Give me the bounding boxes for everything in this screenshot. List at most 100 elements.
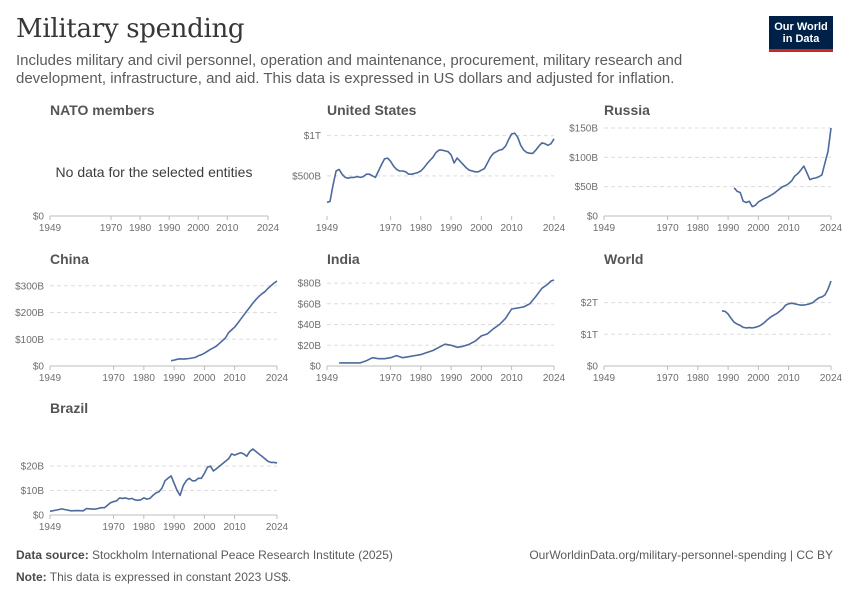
x-tick-label: 2024 <box>543 373 566 384</box>
x-tick-label: 1949 <box>593 223 616 234</box>
x-tick-label: 2010 <box>224 373 247 384</box>
x-tick-label: 2000 <box>747 373 770 384</box>
x-tick-label: 1949 <box>39 522 62 533</box>
data-source-text[interactable]: Stockholm International Peace Research I… <box>92 548 393 562</box>
x-tick-label: 1990 <box>440 373 463 384</box>
no-data-message: No data for the selected entities <box>56 164 253 180</box>
x-tick-label: 1970 <box>656 373 679 384</box>
source-url[interactable]: OurWorldinData.org/military-personnel-sp… <box>529 548 833 562</box>
x-tick-label: 2010 <box>224 522 247 533</box>
x-tick-label: 2010 <box>501 373 524 384</box>
x-tick-label: 1990 <box>163 522 186 533</box>
x-tick-label: 2000 <box>187 223 210 234</box>
chart-panel: World $0 $1T $2T 1949 1970 1980 1990 2000 2010 202… <box>581 251 843 384</box>
note: Note: This data is expressed in constant… <box>16 570 291 584</box>
x-tick-label: 1970 <box>100 223 123 234</box>
x-tick-label: 1990 <box>717 373 740 384</box>
y-tick-label: $300B <box>15 281 44 292</box>
x-tick-label: 2000 <box>470 373 493 384</box>
panel-title: World <box>604 251 643 267</box>
x-tick-label: 2010 <box>501 223 524 234</box>
x-tick-label: 1980 <box>133 373 156 384</box>
x-tick-label: 2010 <box>216 223 239 234</box>
series-line[interactable] <box>339 279 555 364</box>
y-tick-label: $0 <box>33 511 45 522</box>
chart-panel: Brazil $0 $10B $20B 1949 1970 1980 1990 2000 2010… <box>21 400 289 533</box>
y-tick-label: $10B <box>21 486 45 497</box>
x-tick-label: 1970 <box>102 522 125 533</box>
y-tick-label: $20B <box>298 341 322 352</box>
y-tick-label: $1T <box>304 131 321 142</box>
y-tick-label: $60B <box>298 299 322 310</box>
x-tick-label: 1990 <box>163 373 186 384</box>
panel-title: United States <box>327 102 417 118</box>
x-tick-label: 1980 <box>687 223 710 234</box>
chart-panel: Russia $0 $50B $100B $150B 1949 1970 1980 1990 20… <box>569 102 842 234</box>
x-tick-label: 2000 <box>193 522 216 533</box>
y-tick-label: $80B <box>298 279 322 290</box>
y-tick-label: $20B <box>21 462 45 473</box>
panel-title: NATO members <box>50 102 155 118</box>
x-tick-label: 2024 <box>543 223 566 234</box>
x-tick-label: 2010 <box>778 223 801 234</box>
owid-logo[interactable]: Our World in Data <box>769 16 833 52</box>
x-tick-label: 1949 <box>316 373 339 384</box>
series-line[interactable] <box>733 127 832 208</box>
y-tick-label: $200B <box>15 308 44 319</box>
y-tick-label: $0 <box>587 362 599 373</box>
y-tick-label: $150B <box>569 124 598 135</box>
data-source: Data source: Stockholm International Pea… <box>16 548 393 562</box>
x-tick-label: 1970 <box>379 373 402 384</box>
x-tick-label: 1980 <box>410 223 433 234</box>
panel-title: India <box>327 251 360 267</box>
panel-title: Brazil <box>50 400 88 416</box>
x-tick-label: 2024 <box>820 373 843 384</box>
logo-line-2: in Data <box>782 33 820 45</box>
y-tick-label: $0 <box>310 362 322 373</box>
x-tick-label: 1949 <box>39 223 62 234</box>
data-source-label: Data source: <box>16 548 89 562</box>
x-tick-label: 2024 <box>266 522 289 533</box>
x-tick-label: 1970 <box>656 223 679 234</box>
x-tick-label: 1980 <box>410 373 433 384</box>
x-tick-label: 1980 <box>133 522 156 533</box>
panel-title: China <box>50 251 89 267</box>
x-tick-label: 1990 <box>440 223 463 234</box>
chart-panel: India $0 $20B $40B $60B $80B 1949 1970 1980 1990 2… <box>298 251 566 384</box>
x-tick-label: 2000 <box>470 223 493 234</box>
y-tick-label: $40B <box>298 320 322 331</box>
x-tick-label: 1980 <box>129 223 152 234</box>
y-tick-label: $2T <box>581 298 598 309</box>
x-tick-label: 1949 <box>316 223 339 234</box>
series-line[interactable] <box>170 280 278 362</box>
x-tick-label: 2024 <box>266 373 289 384</box>
note-label: Note: <box>16 570 47 584</box>
chart-panel: United States $500B $1T 1949 1970 1980 1990 200… <box>292 102 565 234</box>
y-tick-label: $0 <box>33 362 45 373</box>
series-line[interactable] <box>326 132 555 204</box>
x-tick-label: 1970 <box>379 223 402 234</box>
x-tick-label: 1990 <box>717 223 740 234</box>
y-tick-label: $1T <box>581 330 598 341</box>
logo-line-1: Our World <box>774 21 828 33</box>
chart-panel: China $0 $100B $200B $300B 1949 1970 1980 1990 20… <box>15 251 288 384</box>
x-tick-label: 2000 <box>193 373 216 384</box>
x-tick-label: 1990 <box>158 223 181 234</box>
y-tick-label: $500B <box>292 171 321 182</box>
y-tick-label: $100B <box>15 335 44 346</box>
x-tick-label: 2000 <box>747 223 770 234</box>
series-line[interactable] <box>721 280 832 329</box>
y-tick-label: $50B <box>575 182 599 193</box>
x-tick-label: 2010 <box>778 373 801 384</box>
panel-title: Russia <box>604 102 650 118</box>
y-tick-label: $0 <box>587 212 599 223</box>
x-tick-label: 1970 <box>102 373 125 384</box>
y-tick-label: $100B <box>569 153 598 164</box>
x-tick-label: 2024 <box>820 223 843 234</box>
x-tick-label: 1949 <box>593 373 616 384</box>
x-tick-label: 1980 <box>687 373 710 384</box>
y-tick-label: $0 <box>33 212 45 223</box>
series-line[interactable] <box>49 448 278 513</box>
